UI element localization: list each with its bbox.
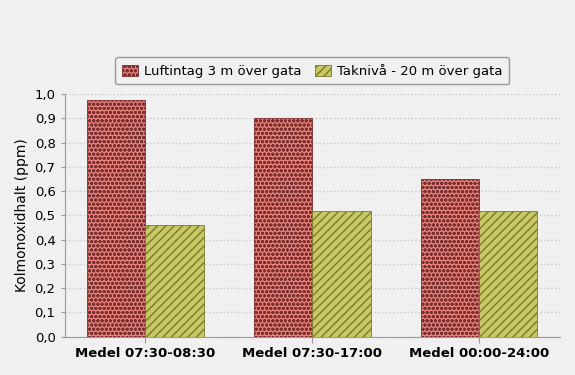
Bar (421, 179, 479, 337)
Bar (145, 225, 204, 337)
Legend: Luftintag 3 m över gata, Taknivå - 20 m över gata: Luftintag 3 m över gata, Taknivå - 20 m … (115, 57, 509, 84)
Bar (312, 210, 371, 337)
Bar (87, 100, 145, 337)
Bar (254, 118, 312, 337)
Bar (479, 210, 538, 337)
Y-axis label: Kolmonoxidhalt (ppm): Kolmonoxidhalt (ppm) (15, 138, 29, 292)
